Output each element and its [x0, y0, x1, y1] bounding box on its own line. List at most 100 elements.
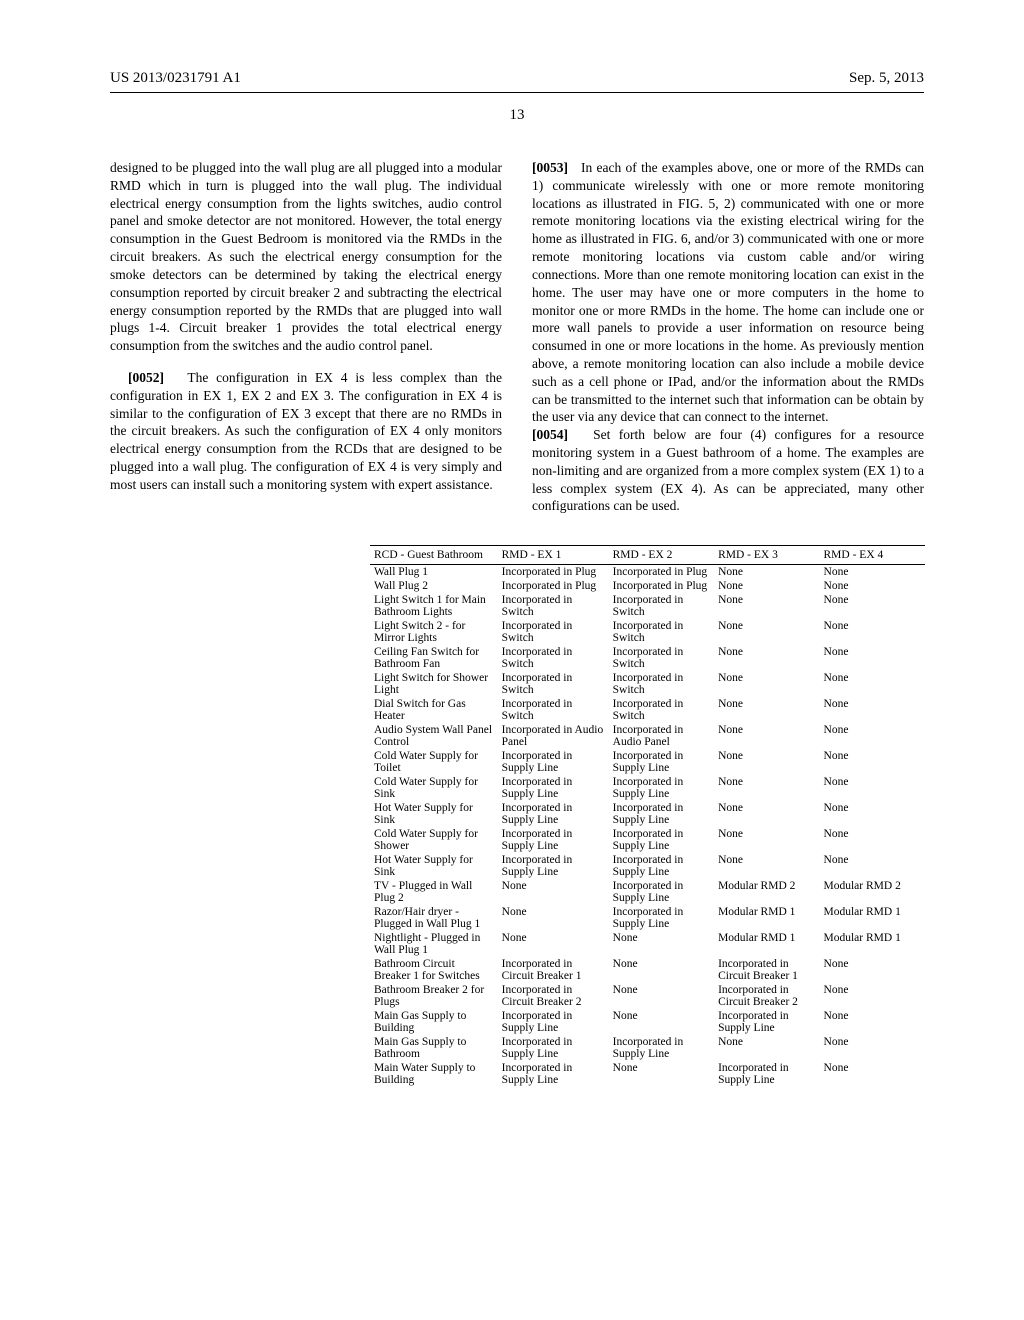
- para-num: [0054]: [532, 427, 568, 442]
- para-num: [0053]: [532, 160, 568, 175]
- table-cell: Main Water Supply to Building: [370, 1061, 498, 1087]
- table-cell: Light Switch 2 - for Mirror Lights: [370, 619, 498, 645]
- col-header: RMD - EX 3: [714, 546, 819, 565]
- table-cell: Incorporated in Switch: [609, 671, 714, 697]
- table-cell: None: [820, 697, 925, 723]
- page-number: 13: [110, 107, 924, 124]
- col-header: RMD - EX 1: [498, 546, 609, 565]
- table-cell: Incorporated in Plug: [498, 579, 609, 593]
- table-cell: Incorporated in Supply Line: [498, 1009, 609, 1035]
- table-cell: Incorporated in Supply Line: [609, 879, 714, 905]
- table-cell: Incorporated in Audio Panel: [609, 723, 714, 749]
- table-cell: None: [714, 1035, 819, 1061]
- table-cell: None: [609, 931, 714, 957]
- table-cell: None: [714, 853, 819, 879]
- table-cell: None: [714, 671, 819, 697]
- text-columns: designed to be plugged into the wall plu…: [110, 159, 924, 515]
- table-cell: Incorporated in Plug: [609, 579, 714, 593]
- table-row: TV - Plugged in Wall Plug 2NoneIncorpora…: [370, 879, 925, 905]
- table-cell: Bathroom Breaker 2 for Plugs: [370, 983, 498, 1009]
- table-cell: None: [609, 1009, 714, 1035]
- table-cell: Razor/Hair dryer - Plugged in Wall Plug …: [370, 905, 498, 931]
- table-cell: Incorporated in Plug: [498, 565, 609, 580]
- table-cell: Modular RMD 1: [714, 931, 819, 957]
- table-cell: Incorporated in Supply Line: [498, 1061, 609, 1087]
- table-row: Dial Switch for Gas Heater Incorporated i…: [370, 697, 925, 723]
- table-cell: Incorporated in Supply Line: [498, 853, 609, 879]
- table-row: Ceiling Fan Switch for Bathroom FanIncor…: [370, 645, 925, 671]
- table-cell: Modular RMD 1: [714, 905, 819, 931]
- table-cell: None: [609, 1061, 714, 1087]
- para-0052: [0052] The configuration in EX 4 is less…: [110, 369, 502, 494]
- table-cell: None: [820, 827, 925, 853]
- table-cell: Incorporated in Supply Line: [714, 1009, 819, 1035]
- table-cell: Incorporated in Supply Line: [498, 749, 609, 775]
- table-cell: None: [820, 645, 925, 671]
- table-cell: Incorporated in Switch: [498, 593, 609, 619]
- table-row: Wall Plug 2Incorporated in PlugIncorpora…: [370, 579, 925, 593]
- table-cell: Incorporated in Switch: [609, 645, 714, 671]
- table-cell: Incorporated in Switch: [609, 619, 714, 645]
- table-cell: None: [820, 1061, 925, 1087]
- table-cell: None: [714, 749, 819, 775]
- table-row: Nightlight - Plugged in Wall Plug 1NoneN…: [370, 931, 925, 957]
- table-cell: Incorporated in Supply Line: [609, 1035, 714, 1061]
- table-cell: Incorporated in Switch: [498, 619, 609, 645]
- table-cell: None: [714, 801, 819, 827]
- table-row: Light Switch 1 for Main Bathroom LightsI…: [370, 593, 925, 619]
- table-cell: None: [820, 957, 925, 983]
- table-cell: Incorporated in Supply Line: [609, 775, 714, 801]
- table-row: Wall Plug 1Incorporated in PlugIncorpora…: [370, 565, 925, 580]
- table-body: Wall Plug 1Incorporated in PlugIncorpora…: [370, 565, 925, 1088]
- col-header: RCD - Guest Bathroom: [370, 546, 498, 565]
- para-continuation: designed to be plugged into the wall plu…: [110, 159, 502, 355]
- table-cell: Dial Switch for Gas Heater: [370, 697, 498, 723]
- table-cell: None: [714, 565, 819, 580]
- table-row: Hot Water Supply for SinkIncorporated in…: [370, 853, 925, 879]
- table-cell: Main Gas Supply to Building: [370, 1009, 498, 1035]
- para-text: Set forth below are four (4) configures …: [532, 427, 924, 513]
- table-cell: None: [609, 957, 714, 983]
- header-rule: [110, 92, 924, 93]
- table-cell: None: [820, 619, 925, 645]
- table-row: Bathroom Breaker 2 for PlugsIncorporated…: [370, 983, 925, 1009]
- table-cell: None: [714, 579, 819, 593]
- table-row: Main Water Supply to BuildingIncorporate…: [370, 1061, 925, 1087]
- table-cell: Incorporated in Circuit Breaker 1: [714, 957, 819, 983]
- table-cell: Audio System Wall Panel Control: [370, 723, 498, 749]
- table-row: Bathroom Circuit Breaker 1 for SwitchesI…: [370, 957, 925, 983]
- table-cell: None: [714, 619, 819, 645]
- col-header: RMD - EX 2: [609, 546, 714, 565]
- table-cell: Nightlight - Plugged in Wall Plug 1: [370, 931, 498, 957]
- table-cell: Incorporated in Switch: [609, 697, 714, 723]
- table-cell: Light Switch for Shower Light: [370, 671, 498, 697]
- table-cell: Cold Water Supply for Toilet: [370, 749, 498, 775]
- table-cell: None: [820, 1009, 925, 1035]
- col-header: RMD - EX 4: [820, 546, 925, 565]
- left-column: designed to be plugged into the wall plu…: [110, 159, 502, 515]
- table-cell: Hot Water Supply for Sink: [370, 853, 498, 879]
- para-text: The configuration in EX 4 is less comple…: [110, 370, 502, 492]
- table-cell: None: [820, 593, 925, 619]
- pub-number: US 2013/0231791 A1: [110, 70, 241, 87]
- table-cell: Incorporated in Switch: [498, 671, 609, 697]
- para-text: In each of the examples above, one or mo…: [532, 160, 924, 424]
- table-cell: None: [498, 931, 609, 957]
- table-cell: None: [714, 645, 819, 671]
- table-cell: None: [498, 905, 609, 931]
- table-cell: Ceiling Fan Switch for Bathroom Fan: [370, 645, 498, 671]
- table-cell: Modular RMD 1: [820, 905, 925, 931]
- table-cell: Light Switch 1 for Main Bathroom Lights: [370, 593, 498, 619]
- table-cell: Incorporated in Supply Line: [609, 853, 714, 879]
- table-cell: Incorporated in Switch: [498, 645, 609, 671]
- table-cell: Incorporated in Supply Line: [714, 1061, 819, 1087]
- table-header-row: RCD - Guest Bathroom RMD - EX 1 RMD - EX…: [370, 546, 925, 565]
- table-cell: Incorporated in Audio Panel: [498, 723, 609, 749]
- table-cell: None: [820, 671, 925, 697]
- table-cell: None: [820, 983, 925, 1009]
- table-cell: Cold Water Supply for Sink: [370, 775, 498, 801]
- table-row: Hot Water Supply for SinkIncorporated in…: [370, 801, 925, 827]
- table-cell: None: [820, 579, 925, 593]
- table-cell: None: [820, 749, 925, 775]
- table-cell: None: [714, 593, 819, 619]
